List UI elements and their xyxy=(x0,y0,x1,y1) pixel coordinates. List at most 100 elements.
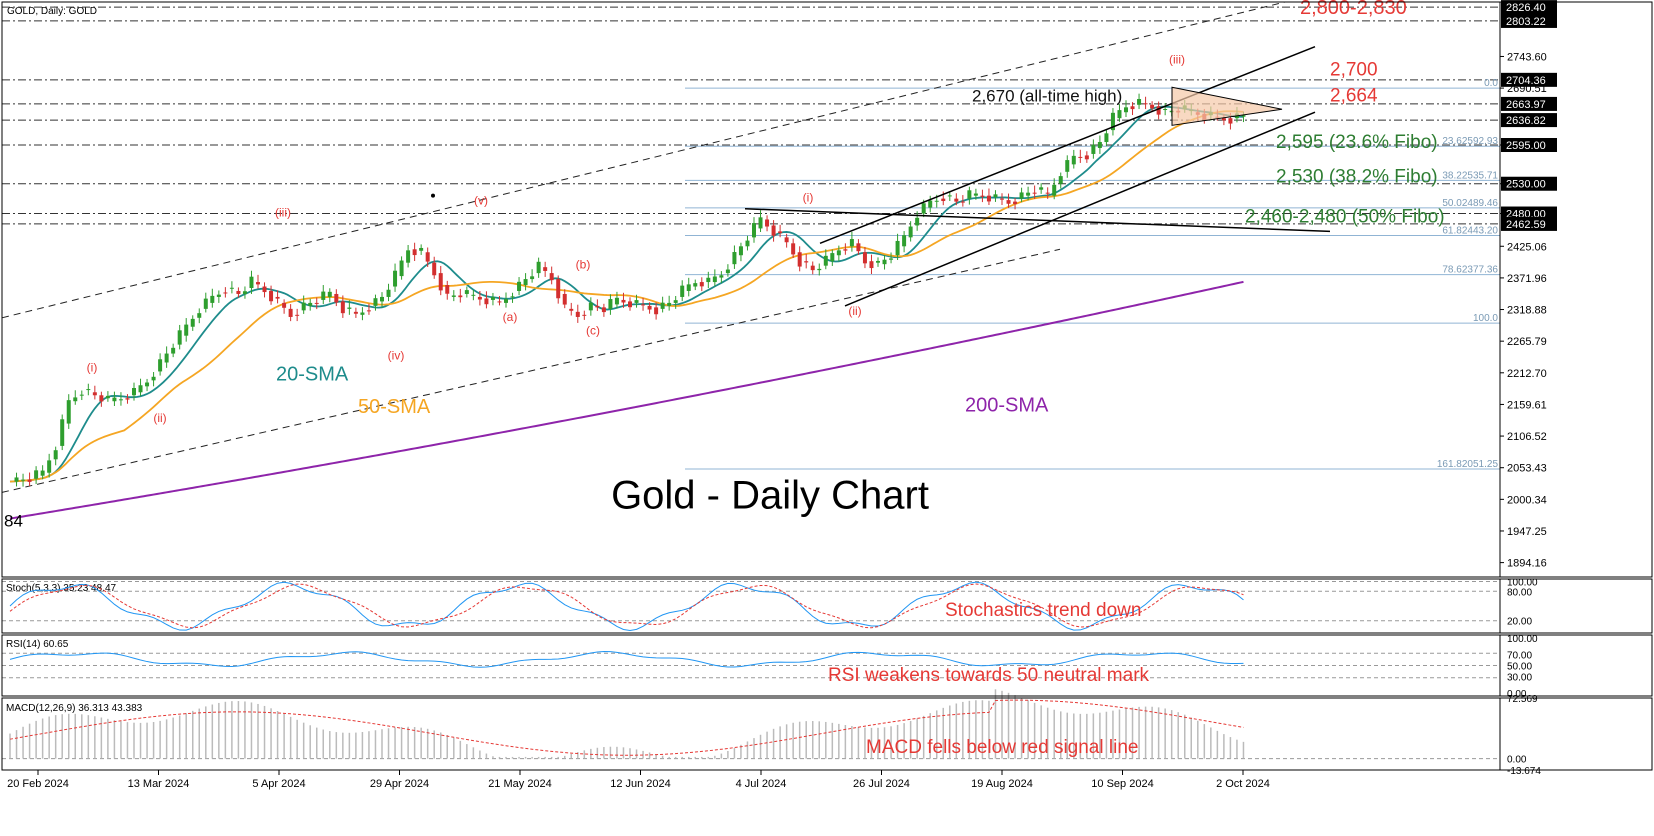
candle-body xyxy=(608,299,613,309)
macd-panel: MACD(12,26,9) 36.313 43.383 MACD fells be… xyxy=(2,689,1541,777)
candle-body xyxy=(1013,201,1018,204)
y-tick-label: 2159.61 xyxy=(1507,399,1547,411)
rsi-note: RSI weakens towards 50 neutral mark xyxy=(828,665,1150,686)
stochastics-panel: Stoch(5,3,3) 35.23 48.47 Stochastics tren… xyxy=(2,577,1538,632)
candle-body xyxy=(908,226,913,238)
candle-body xyxy=(425,252,430,262)
candle-body xyxy=(380,296,384,302)
candle-body xyxy=(1019,192,1024,199)
candle-body xyxy=(1058,176,1063,184)
candle-body xyxy=(817,268,822,271)
candle-body xyxy=(712,276,717,283)
candle-body xyxy=(504,299,508,303)
macd-note: MACD fells below red signal line xyxy=(866,737,1138,758)
candle-body xyxy=(99,395,104,402)
candle-body xyxy=(60,419,65,446)
macd-tick: 0.00 xyxy=(1507,755,1527,766)
candle-body xyxy=(321,291,326,300)
x-tick-label: 26 Jul 2024 xyxy=(853,778,910,790)
price-box xyxy=(1501,113,1557,128)
x-tick-label: 19 Aug 2024 xyxy=(971,778,1033,790)
candle-body xyxy=(947,195,952,197)
candle-body xyxy=(752,223,756,238)
fibo-label: 61.82443.20 xyxy=(1442,225,1498,236)
y-tick-label: 2318.88 xyxy=(1507,305,1547,317)
price-box-label: 2663.97 xyxy=(1506,99,1546,111)
fibo-label: 38.22535.71 xyxy=(1442,170,1498,181)
candle-body xyxy=(1065,160,1070,172)
y-tick-label: 2743.60 xyxy=(1507,51,1547,63)
wave-label: (iii) xyxy=(275,206,291,220)
candle-body xyxy=(112,397,117,402)
candle-body xyxy=(862,252,867,264)
candle-body xyxy=(236,290,241,294)
candle-body xyxy=(614,297,619,305)
candle-body xyxy=(190,318,195,327)
candle-body xyxy=(145,382,150,387)
annotation-label: 2,800-2,830 xyxy=(1300,0,1407,19)
candle-body xyxy=(1104,133,1109,143)
sma-20-line xyxy=(9,105,1244,483)
candle-body xyxy=(530,276,535,280)
candle-body xyxy=(575,311,580,317)
candle-body xyxy=(79,394,84,396)
y-tick-label: 2053.43 xyxy=(1507,463,1547,475)
candle-body xyxy=(1039,187,1044,190)
candle-body xyxy=(536,261,541,274)
candle-body xyxy=(915,217,920,226)
candle-body xyxy=(484,298,489,305)
candle-body xyxy=(980,195,985,197)
y-tick-label: 2265.79 xyxy=(1507,336,1547,348)
candle-body xyxy=(288,308,293,317)
candle-body xyxy=(510,296,515,298)
candle-body xyxy=(856,243,861,252)
rsi-tick: 100.00 xyxy=(1507,634,1538,645)
fibo-label: 0.0 xyxy=(1484,78,1498,89)
rsi-frame xyxy=(1,634,1653,697)
candle-body xyxy=(784,237,789,243)
candle-body xyxy=(1045,192,1050,194)
fibo-label: 23.62592.93 xyxy=(1442,136,1498,147)
candle-body xyxy=(778,231,783,234)
candle-body xyxy=(1052,184,1057,196)
candle-body xyxy=(295,314,300,316)
channel-upper xyxy=(819,45,1316,245)
candle-body xyxy=(634,300,639,303)
price-box-label: 2530.00 xyxy=(1506,179,1546,191)
candle-body xyxy=(928,200,933,208)
candle-body xyxy=(1137,99,1142,105)
annotation-label: 2,530 (38.2% Fibo) xyxy=(1276,167,1438,188)
stoch-tick: 100.00 xyxy=(1507,577,1538,588)
candle-body xyxy=(882,259,887,265)
candle-body xyxy=(641,304,646,306)
triangle-pattern xyxy=(1171,86,1283,126)
candle-body xyxy=(229,287,234,289)
price-box-label: 2803.22 xyxy=(1506,16,1546,28)
annotation-label: 2,664 xyxy=(1330,86,1378,107)
rsi-tick: 0.00 xyxy=(1507,689,1527,700)
rsi-tick: 30.00 xyxy=(1507,673,1532,684)
candle-body xyxy=(1071,155,1076,165)
candle-body xyxy=(647,305,652,310)
candle-body xyxy=(164,353,169,363)
candle-body xyxy=(132,387,136,396)
annotation-label: 2,670 (all-time high) xyxy=(972,87,1122,106)
wave-label: (i) xyxy=(87,360,98,374)
candle-body xyxy=(171,347,176,354)
candle-body xyxy=(334,293,339,303)
candle-body xyxy=(934,200,939,202)
candle-body xyxy=(197,313,202,318)
candle-body xyxy=(158,359,163,372)
candle-body xyxy=(223,292,228,294)
candle-body xyxy=(406,250,411,263)
rsi-panel: RSI(14) 60.65 RSI weakens towards 50 neut… xyxy=(2,634,1538,700)
candle-body xyxy=(1006,200,1011,204)
sma-label: 50-SMA xyxy=(358,396,431,418)
candle-body xyxy=(490,297,495,300)
wave-label: (v) xyxy=(474,194,488,208)
candle-body xyxy=(569,308,574,311)
candle-body xyxy=(73,397,78,402)
x-axis: 20 Feb 2024 13 Mar 2024 5 Apr 2024 29 Apr 2… xyxy=(7,770,1270,790)
candle-body xyxy=(105,395,110,399)
candle-body xyxy=(1084,155,1089,160)
